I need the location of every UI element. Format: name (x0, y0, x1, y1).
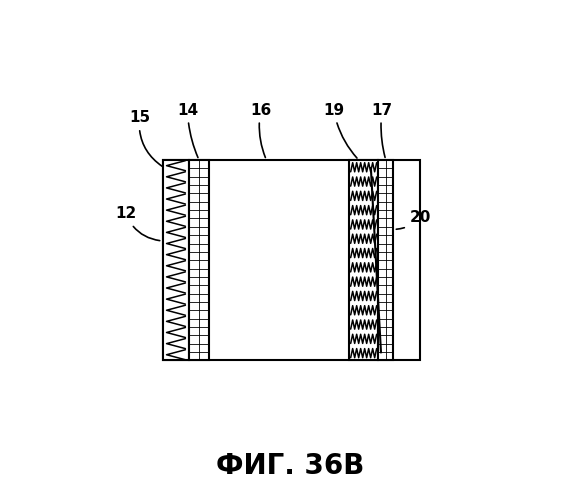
Text: 17: 17 (371, 102, 393, 158)
Text: 15: 15 (129, 110, 162, 166)
Text: 14: 14 (177, 102, 198, 158)
Bar (162, 160, 190, 360)
Bar (349, 160, 378, 360)
Text: 20: 20 (396, 210, 431, 229)
Text: ФИГ. 36В: ФИГ. 36В (216, 452, 364, 480)
Bar (162, 160, 420, 360)
Text: 12: 12 (115, 206, 160, 240)
Bar (378, 160, 393, 360)
Bar (190, 160, 209, 360)
Text: 19: 19 (323, 102, 357, 158)
Text: 16: 16 (250, 102, 271, 158)
